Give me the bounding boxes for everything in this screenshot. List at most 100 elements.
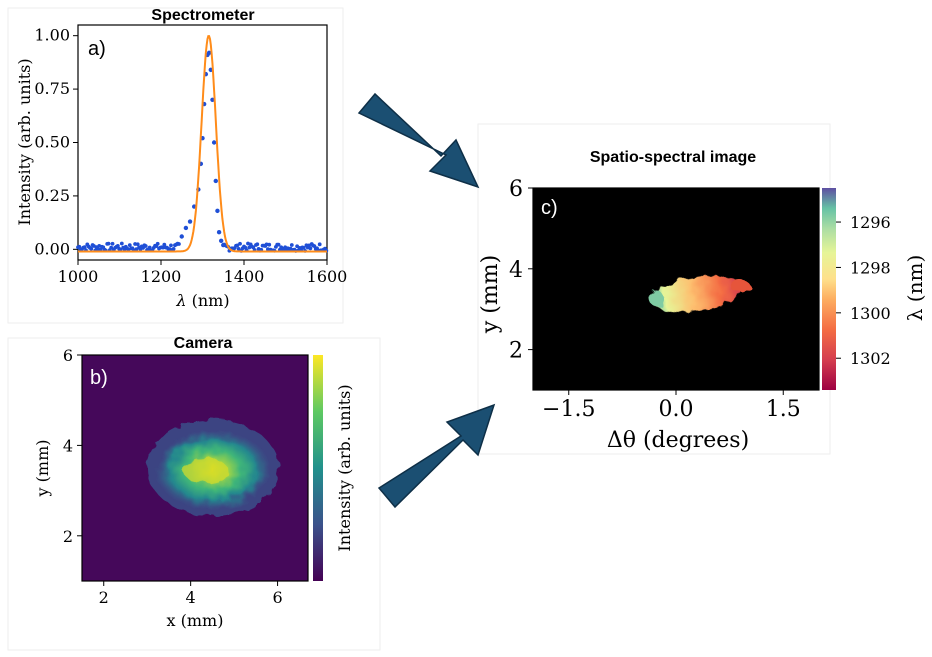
chart-title: Camera <box>174 335 233 352</box>
x-tick-label: −1.5 <box>542 397 595 422</box>
colorbar <box>822 188 836 390</box>
data-point <box>183 225 189 231</box>
y-axis-label: y (mm) <box>33 440 52 498</box>
data-point <box>161 245 165 250</box>
y-tick-label: 0.50 <box>34 133 70 152</box>
y-tick-label: 0.75 <box>34 79 70 98</box>
data-point <box>308 246 313 251</box>
data-point <box>187 219 193 224</box>
panel-label: b) <box>90 367 108 389</box>
data-point <box>289 243 294 247</box>
spectral-spot <box>649 275 750 313</box>
data-point <box>77 244 82 249</box>
x-tick-label: 1600 <box>307 267 348 286</box>
beam-core <box>184 458 228 484</box>
data-point <box>206 50 212 55</box>
data-point <box>210 97 215 102</box>
data-point <box>218 238 224 243</box>
x-axis-unit: (nm) <box>187 291 230 310</box>
camera-panel: Camera 2 4 6 2 4 6 b) y (mm) x (mm) Intensity… <box>7 335 381 651</box>
data-point <box>155 241 160 246</box>
data-point <box>82 245 87 250</box>
data-point <box>221 242 226 248</box>
colorbar-tick-label: 1296 <box>850 213 891 232</box>
data-point <box>169 243 173 248</box>
colorbar-tick-label: 1300 <box>850 304 891 323</box>
camera-image <box>82 355 308 581</box>
spatio-spectral-panel: Spatio-spectral image −1.5 0.0 1.5 2 4 6 1296 1… <box>477 123 927 455</box>
arrow-to-panel-c-top <box>357 92 480 189</box>
data-point <box>255 242 260 247</box>
spectral-spot-edge <box>649 290 663 306</box>
data-point <box>89 246 94 251</box>
x-tick-label: 6 <box>272 588 282 607</box>
data-point <box>216 230 222 235</box>
colorbar-label: λ (nm) <box>903 255 927 321</box>
fit-curve <box>78 35 327 253</box>
data-point <box>106 241 111 246</box>
x-tick-label: 1200 <box>141 267 182 286</box>
colorbar-tick-label: 1298 <box>850 258 891 277</box>
axis-ticks: −1.5 0.0 1.5 2 4 6 1296 1298 1300 1302 <box>509 177 891 422</box>
y-tick-label: 4 <box>509 258 523 283</box>
data-point <box>143 244 148 248</box>
data-point <box>119 241 124 246</box>
y-tick-label: 4 <box>63 436 73 455</box>
x-tick-label: 0.0 <box>659 397 694 422</box>
x-axis-label: λ (nm) <box>175 291 229 310</box>
data-point <box>211 140 217 145</box>
data-point <box>213 178 218 184</box>
data-point <box>110 241 115 246</box>
x-tick-label: 1400 <box>224 267 265 286</box>
spectral-spot-body <box>651 275 743 313</box>
data-point <box>115 243 120 248</box>
data-point <box>171 246 176 251</box>
chart-title: Spectrometer <box>151 7 254 24</box>
y-axis-label: Intensity (arb. units) <box>15 58 34 225</box>
data-point <box>267 242 272 247</box>
data-point <box>162 242 167 247</box>
data-point <box>177 242 181 246</box>
colorbar <box>313 355 323 581</box>
y-tick-label: 6 <box>509 177 523 202</box>
x-tick-label: 1000 <box>58 267 99 286</box>
plot-frame <box>81 354 309 582</box>
y-tick-label: 1.00 <box>34 26 70 45</box>
x-axis-symbol: λ <box>175 291 186 310</box>
data-point <box>238 241 242 246</box>
data-point <box>179 234 184 239</box>
chart-title: Spatio-spectral image <box>590 149 756 166</box>
panel-a-frame <box>7 7 344 324</box>
panel-label: a) <box>88 38 106 60</box>
flow-arrows <box>357 92 496 509</box>
data-point <box>109 245 114 250</box>
plot-area <box>76 35 329 253</box>
data-point <box>135 242 140 247</box>
data-point <box>317 242 322 247</box>
colorbar-label: Intensity (arb. units) <box>335 384 354 551</box>
axis-ticks: 2 4 6 2 4 6 <box>63 346 283 607</box>
panel-label: c) <box>541 197 558 219</box>
y-axis-label: y (mm) <box>478 255 503 334</box>
x-axis-label: Δθ (degrees) <box>607 428 749 453</box>
y-tick-label: 0.00 <box>34 239 70 258</box>
arrow-to-panel-c-bottom <box>377 403 496 509</box>
data-point <box>276 242 281 247</box>
spectrometer-panel: Spectrometer 1000 1200 1400 1600 0.00 0.25 0.5… <box>7 7 347 324</box>
x-tick-label: 2 <box>99 588 109 607</box>
data-point <box>127 243 132 248</box>
y-tick-label: 2 <box>63 527 73 546</box>
spectral-spot-tail <box>730 280 750 292</box>
data-point <box>215 208 220 214</box>
y-tick-label: 6 <box>63 346 73 365</box>
x-tick-label: 1.5 <box>766 397 801 422</box>
axis-ticks: 1000 1200 1400 1600 0.00 0.25 0.50 0.75 1.00 <box>34 26 347 286</box>
x-tick-label: 4 <box>186 588 196 607</box>
data-point <box>236 247 241 251</box>
colorbar-tick-label: 1302 <box>850 349 891 368</box>
data-point <box>301 245 306 250</box>
y-tick-label: 2 <box>509 339 523 364</box>
y-tick-label: 0.25 <box>34 186 70 205</box>
x-axis-label: x (mm) <box>167 611 224 630</box>
